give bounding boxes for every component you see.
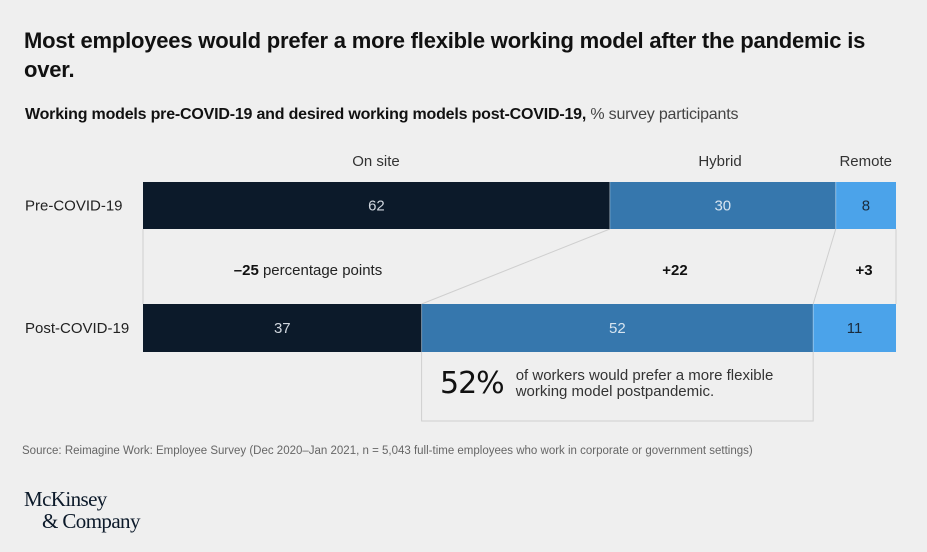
data-label: 30 [714,198,731,215]
data-label: 8 [862,198,870,215]
callout-line-2: working model postpandemic. [515,382,715,400]
change-value: +22 [662,262,687,279]
chart-subtitle: Working models pre-COVID-19 and desired … [25,106,738,124]
change-label-on-site: –25 percentage points [234,262,382,279]
series-header-hybrid: Hybrid [698,153,741,170]
bar-on-site-post [143,304,422,352]
bar-on-site-pre [143,182,610,229]
data-label: 37 [274,320,291,337]
change-suffix: percentage points [259,262,382,279]
bar-hybrid-post [421,304,814,352]
data-label: 52 [609,320,626,337]
subtitle-bold: Working models pre-COVID-19 and desired … [25,106,587,123]
change-label-hybrid: +22 [662,262,687,279]
bar-remote-post [813,304,896,352]
data-label: 11 [847,320,863,337]
source-note: Source: Reimagine Work: Employee Survey … [22,445,753,457]
chart-title: Most employees would prefer a more flexi… [24,28,866,82]
series-header-on-site: On site [352,153,400,170]
category-label: Post-COVID-19 [25,320,129,337]
connector-line-on-site [421,228,611,305]
logo-line-2: & Company [42,509,140,533]
change-value: +3 [855,262,872,279]
subtitle-unit: % survey participants [590,106,739,123]
callout-line-1: of workers would prefer a more flexible [515,366,774,384]
connector-line-hybrid [812,228,837,305]
bar-hybrid-pre [609,182,836,229]
mckinsey-logo: McKinsey & Company [24,488,140,532]
change-value: –25 [234,262,259,279]
data-label: 62 [368,198,385,215]
callout-description: of workers would prefer a more flexible … [515,366,774,400]
callout-box-border [421,352,814,422]
series-header-remote: Remote [839,153,892,170]
bar-remote-pre [835,182,896,229]
category-label: Pre-COVID-19 [25,198,123,215]
logo-line-1: McKinsey [24,487,107,511]
callout-box-text: 52% of workers would prefer a more flexi… [440,366,810,401]
callout-percent: 52% [440,366,505,401]
change-label-remote: +3 [855,262,872,279]
